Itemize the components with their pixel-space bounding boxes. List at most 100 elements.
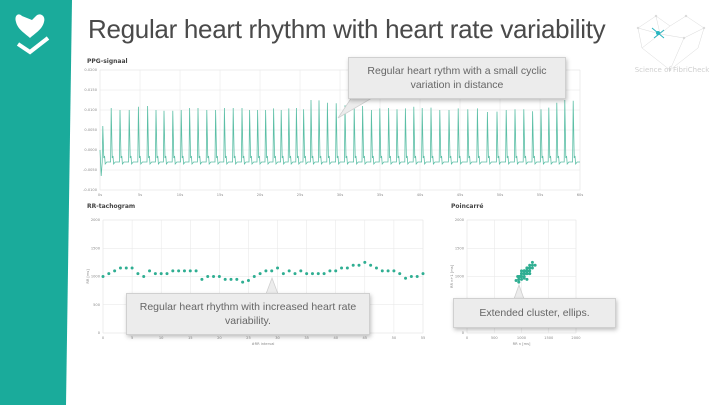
- rr-point: [182, 269, 186, 273]
- poincare-point: [528, 266, 532, 270]
- rr-point: [363, 260, 367, 264]
- y-tick-label: 1500: [91, 246, 101, 250]
- x-tick-label: 20s: [257, 193, 264, 197]
- rr-point: [386, 269, 390, 273]
- y-axis-label: RR n+1 [ms]: [450, 264, 454, 288]
- poincare-callout: Extended cluster, ellips.: [453, 298, 616, 328]
- rr-point: [235, 277, 239, 281]
- y-tick-label: 0.0200: [84, 68, 97, 72]
- rr-point: [276, 266, 280, 270]
- rr-point: [124, 266, 128, 270]
- rr-point: [293, 272, 297, 276]
- logo-text: Science of FibriCheck: [634, 66, 710, 74]
- rr-point: [188, 269, 192, 273]
- rr-point: [415, 275, 419, 278]
- x-tick-label: 30: [275, 336, 280, 340]
- rr-point: [270, 269, 274, 273]
- y-tick-label: 2000: [455, 218, 465, 222]
- y-tick-label: -0.0050: [83, 168, 98, 172]
- rr-point: [223, 277, 227, 281]
- x-tick-label: 5: [131, 336, 133, 340]
- x-tick-label: 25s: [297, 193, 304, 197]
- y-tick-label: 0: [462, 331, 465, 335]
- ppg-signal-line: [99, 99, 580, 177]
- rr-point: [177, 269, 181, 273]
- rr-point: [340, 266, 344, 270]
- rr-point: [252, 275, 256, 278]
- y-tick-label: 1000: [455, 275, 465, 279]
- x-tick-label: 55: [421, 336, 426, 340]
- rr-point: [334, 269, 338, 273]
- rr-point: [159, 272, 163, 276]
- rr-point: [374, 266, 378, 270]
- poincare-point: [528, 263, 532, 267]
- rr-point: [264, 269, 268, 273]
- poincare-point: [514, 278, 518, 282]
- x-tick-label: 15s: [217, 193, 224, 197]
- rr-callout: Regular heart rhythm with increased hear…: [126, 293, 370, 335]
- rr-point: [130, 266, 134, 270]
- x-tick-label: 55s: [537, 193, 544, 197]
- rr-point: [165, 272, 169, 276]
- rr-point: [380, 269, 384, 273]
- poincare-point: [520, 277, 523, 281]
- rr-point: [142, 275, 146, 278]
- poincare-point: [525, 277, 529, 281]
- poincare-point: [530, 266, 534, 270]
- rr-point: [287, 269, 291, 273]
- rr-title: RR-tachogram: [87, 203, 136, 210]
- y-axis-label: RR [ms]: [86, 269, 90, 284]
- sidebar-band: [0, 0, 72, 405]
- x-tick-label: 60s: [577, 193, 584, 197]
- x-tick-label: 45: [363, 336, 368, 340]
- poincare-point: [530, 260, 534, 264]
- poincare-point: [525, 272, 529, 276]
- rr-point: [328, 269, 332, 273]
- rr-point: [118, 266, 122, 270]
- poincare-point: [520, 275, 523, 278]
- x-tick-label: 10s: [177, 193, 184, 197]
- poincare-point: [530, 263, 534, 267]
- rr-point: [148, 269, 152, 273]
- x-tick-label: 0s: [98, 193, 102, 197]
- rr-point: [206, 275, 210, 278]
- rr-point: [212, 275, 216, 278]
- y-tick-label: 1500: [455, 246, 465, 250]
- x-tick-label: 40s: [417, 193, 424, 197]
- x-axis-label: #RR interval: [252, 342, 275, 346]
- poincare-point: [528, 269, 532, 273]
- poincare-point: [525, 269, 529, 273]
- poincare-point: [525, 266, 529, 270]
- x-tick-label: 50s: [497, 193, 504, 197]
- rr-point: [404, 276, 408, 280]
- rr-point: [241, 280, 245, 284]
- poincare-point: [517, 280, 521, 284]
- ppg-callout: Regular heart rythm with a small cyclic …: [348, 57, 566, 99]
- ppg-title: PPG-signaal: [87, 58, 128, 65]
- x-tick-label: 15: [188, 336, 193, 340]
- rr-point: [101, 275, 105, 278]
- rr-point: [229, 277, 233, 281]
- y-tick-label: 500: [93, 303, 101, 307]
- x-tick-label: 50: [392, 336, 397, 340]
- x-tick-label: 10: [159, 336, 164, 340]
- x-tick-label: 1500: [544, 336, 554, 340]
- rr-point: [299, 269, 303, 273]
- rr-point: [200, 277, 204, 281]
- y-tick-label: 0: [98, 331, 101, 335]
- poincare-title: Poincarré: [451, 203, 484, 210]
- rr-point: [107, 272, 111, 276]
- x-tick-label: 1000: [517, 336, 527, 340]
- x-tick-label: 25: [246, 336, 251, 340]
- x-tick-label: 35s: [377, 193, 384, 197]
- y-tick-label: 0.0100: [84, 108, 97, 112]
- y-tick-label: 0.0150: [84, 88, 97, 92]
- rr-point: [322, 272, 326, 276]
- poincare-point: [517, 277, 521, 281]
- poincare-point: [522, 272, 526, 276]
- rr-point: [316, 272, 320, 276]
- rr-point: [113, 269, 117, 273]
- poincare-point: [522, 269, 526, 273]
- x-tick-label: 30s: [337, 193, 344, 197]
